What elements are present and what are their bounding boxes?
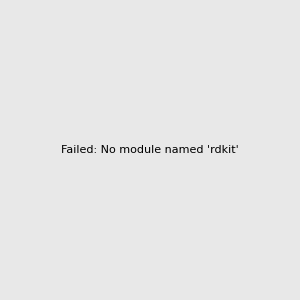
Text: Failed: No module named 'rdkit': Failed: No module named 'rdkit' xyxy=(61,145,239,155)
